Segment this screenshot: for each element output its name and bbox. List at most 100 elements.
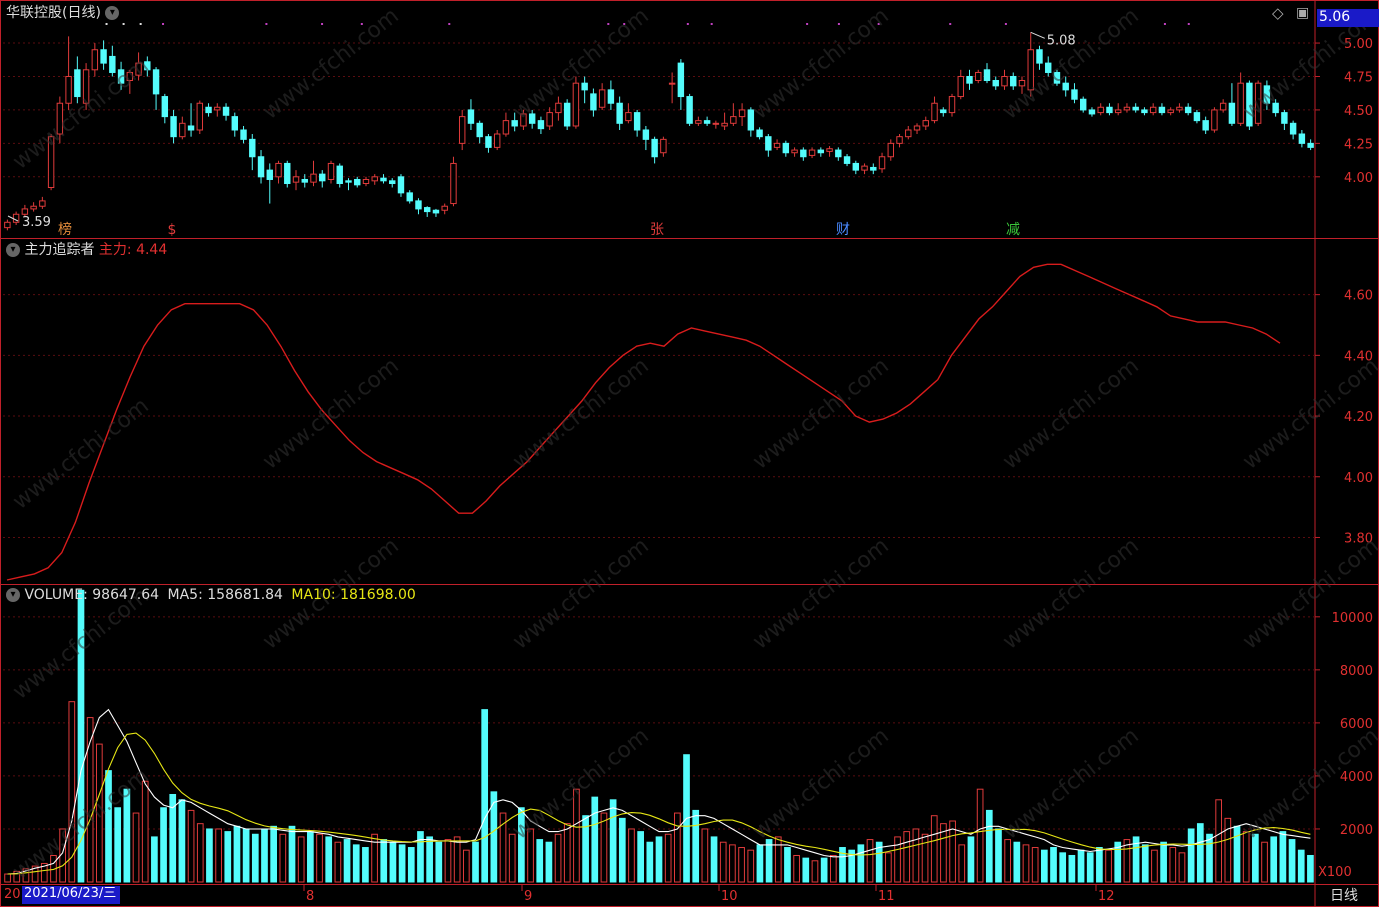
volume-header: ▾ VOLUME: 98647.64 MA5: 158681.84 MA10: … [6, 587, 416, 603]
candlestick [878, 152, 886, 173]
volume-bar [251, 833, 259, 883]
month-tick-label: 11 [878, 889, 895, 904]
vol-tick-label: 10000 [1332, 611, 1373, 626]
candlestick [12, 211, 20, 225]
vol-tick-label: 4000 [1340, 770, 1373, 785]
candlestick [345, 178, 352, 191]
volume-bar [1004, 839, 1011, 883]
candlestick [1158, 103, 1166, 116]
candle-body [397, 176, 405, 194]
candlestick [563, 99, 571, 130]
candlestick [152, 67, 160, 110]
candlestick [231, 112, 238, 137]
volume-bar [105, 770, 112, 883]
candlestick [144, 56, 151, 77]
volume-bar [499, 812, 507, 883]
volume-bar [178, 799, 186, 883]
indicator-dropdown-icon[interactable]: ▾ [6, 243, 20, 257]
volume-bar [554, 833, 562, 883]
candle-body [1254, 82, 1262, 124]
candlestick [773, 139, 781, 151]
volume-bar [343, 839, 351, 883]
candlestick [249, 134, 256, 171]
candlestick [100, 40, 107, 70]
volume-bar [802, 857, 810, 883]
candlestick [415, 198, 422, 215]
candle-body [878, 156, 886, 170]
candlestick [21, 204, 29, 217]
candlestick [1211, 107, 1218, 133]
candle-body [1211, 109, 1218, 131]
volume-bar [1224, 817, 1232, 883]
info-dot-marker [265, 23, 268, 25]
candle-body [21, 208, 29, 215]
volume-bar [242, 828, 250, 883]
candle-body [152, 69, 160, 95]
candlestick [730, 103, 737, 126]
candlestick [528, 109, 536, 129]
event-marker: $ [168, 222, 177, 238]
volume-bar [206, 828, 213, 883]
candle-body [887, 142, 894, 158]
candlestick [476, 120, 483, 144]
candle-body [292, 176, 300, 183]
candle-body [686, 96, 693, 124]
window-restore-icon[interactable]: ▣ [1296, 5, 1310, 21]
volume-bar [1307, 854, 1314, 883]
volume-bar [756, 844, 764, 883]
diamond-icon[interactable]: ◇ [1272, 4, 1284, 22]
candle-body [1027, 49, 1034, 91]
candlestick [651, 136, 658, 164]
candlestick [870, 163, 877, 175]
volume-dropdown-icon[interactable]: ▾ [6, 588, 20, 602]
volume-bar [719, 841, 727, 883]
volume-bar [995, 828, 1002, 883]
candle-body [12, 213, 20, 223]
candle-body [441, 205, 448, 211]
candle-body [546, 112, 553, 127]
candlestick [992, 76, 999, 90]
volume-bar [77, 589, 85, 883]
candlestick [590, 88, 597, 117]
candle-body [4, 221, 11, 229]
candle-body [467, 109, 475, 124]
volume-bar [1059, 852, 1067, 883]
volume-bar [462, 849, 470, 883]
info-dot-marker [122, 23, 125, 25]
period-button[interactable]: 日线 [1330, 888, 1358, 904]
volume-bar [518, 807, 525, 883]
candle-body [712, 122, 720, 125]
candle-body [161, 96, 169, 118]
volume-bar [811, 860, 819, 883]
candlestick [668, 72, 676, 104]
watermark-text: www.cfchi.com [748, 3, 893, 124]
watermark-text: www.cfchi.com [258, 3, 403, 124]
candle-body [651, 138, 658, 158]
candle-body [747, 109, 755, 131]
candle-body [319, 173, 326, 182]
volume-bar [1279, 831, 1287, 883]
volume-bar [1261, 841, 1268, 883]
candle-body [940, 109, 947, 114]
zl-tick-label: 4.20 [1344, 410, 1373, 425]
title-dropdown-icon[interactable]: ▾ [105, 6, 120, 20]
volume-bar [141, 780, 149, 883]
candlestick [187, 103, 195, 137]
candlestick [677, 59, 685, 110]
candlestick [861, 163, 868, 175]
volume-bar [866, 839, 874, 883]
candle-body [1018, 80, 1026, 87]
candle-body [808, 149, 816, 156]
candlestick [695, 116, 702, 126]
candle-body [625, 112, 632, 122]
candlestick [441, 203, 448, 215]
candlestick [1307, 139, 1314, 151]
candle-body [82, 69, 90, 104]
info-dot-marker [1163, 23, 1166, 25]
candlestick [817, 147, 825, 157]
candle-body [476, 122, 483, 138]
volume-bar [609, 799, 617, 883]
volume-label: VOLUME: [24, 587, 88, 603]
volume-bar [875, 841, 883, 883]
candle-body [1176, 106, 1183, 111]
